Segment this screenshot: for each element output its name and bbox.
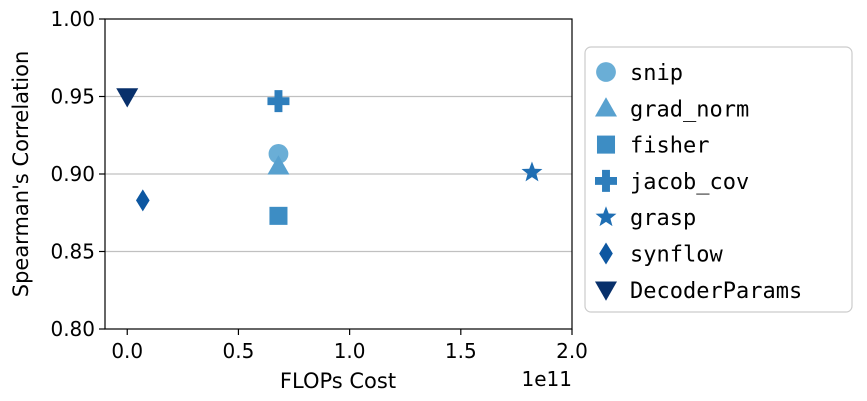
y-tick-label: 0.90 bbox=[50, 162, 95, 186]
legend-label-decoderparams: DecoderParams bbox=[630, 279, 802, 304]
data-points bbox=[116, 88, 543, 225]
legend-label-snip: snip bbox=[630, 61, 683, 86]
x-tick-label: 1.0 bbox=[334, 339, 366, 363]
point-grad-norm bbox=[267, 155, 290, 175]
legend-label-jacob-cov: jacob_cov bbox=[630, 170, 749, 195]
y-tick-label: 0.80 bbox=[50, 317, 95, 341]
x-tick-label: 0.0 bbox=[111, 339, 143, 363]
x-tick-label: 2.0 bbox=[556, 339, 588, 363]
legend-label-grasp: grasp bbox=[630, 206, 696, 231]
legend-marker-jacob-cov bbox=[595, 169, 617, 192]
gridlines bbox=[105, 95, 572, 253]
point-grasp bbox=[521, 161, 543, 182]
axis-ticks: 0.80 0.85 0.90 0.95 1.00 0.0 0.5 1.0 1.5 2.0 bbox=[50, 7, 587, 363]
point-snip bbox=[268, 143, 289, 164]
y-tick-label: 0.95 bbox=[50, 85, 95, 109]
legend-marker-snip bbox=[596, 62, 616, 82]
x-tick-label: 0.5 bbox=[223, 339, 255, 363]
x-offset-label: 1e11 bbox=[522, 367, 572, 391]
legend-label-grad-norm: grad_norm bbox=[630, 97, 749, 122]
point-synflow bbox=[135, 189, 150, 212]
legend-frame bbox=[584, 46, 853, 313]
legend-label-fisher: fisher bbox=[630, 134, 709, 159]
x-axis-title: FLOPs Cost bbox=[280, 369, 396, 393]
legend-marker-synflow bbox=[599, 242, 613, 265]
point-decoderparams bbox=[116, 88, 139, 108]
y-axis-title: Spearman's Correlation bbox=[9, 51, 33, 298]
x-tick-label: 1.5 bbox=[445, 339, 477, 363]
legend-marker-decoderparams bbox=[595, 281, 617, 301]
point-jacob-cov bbox=[267, 90, 290, 113]
y-tick-label: 0.85 bbox=[50, 240, 95, 264]
legend-marker-grasp bbox=[595, 206, 617, 227]
legend-marker-fisher bbox=[596, 135, 616, 154]
legend-label-synflow: synflow bbox=[630, 243, 723, 268]
legend-marker-grad-norm bbox=[595, 97, 617, 117]
point-fisher bbox=[269, 206, 288, 225]
y-tick-label: 1.00 bbox=[50, 7, 95, 31]
